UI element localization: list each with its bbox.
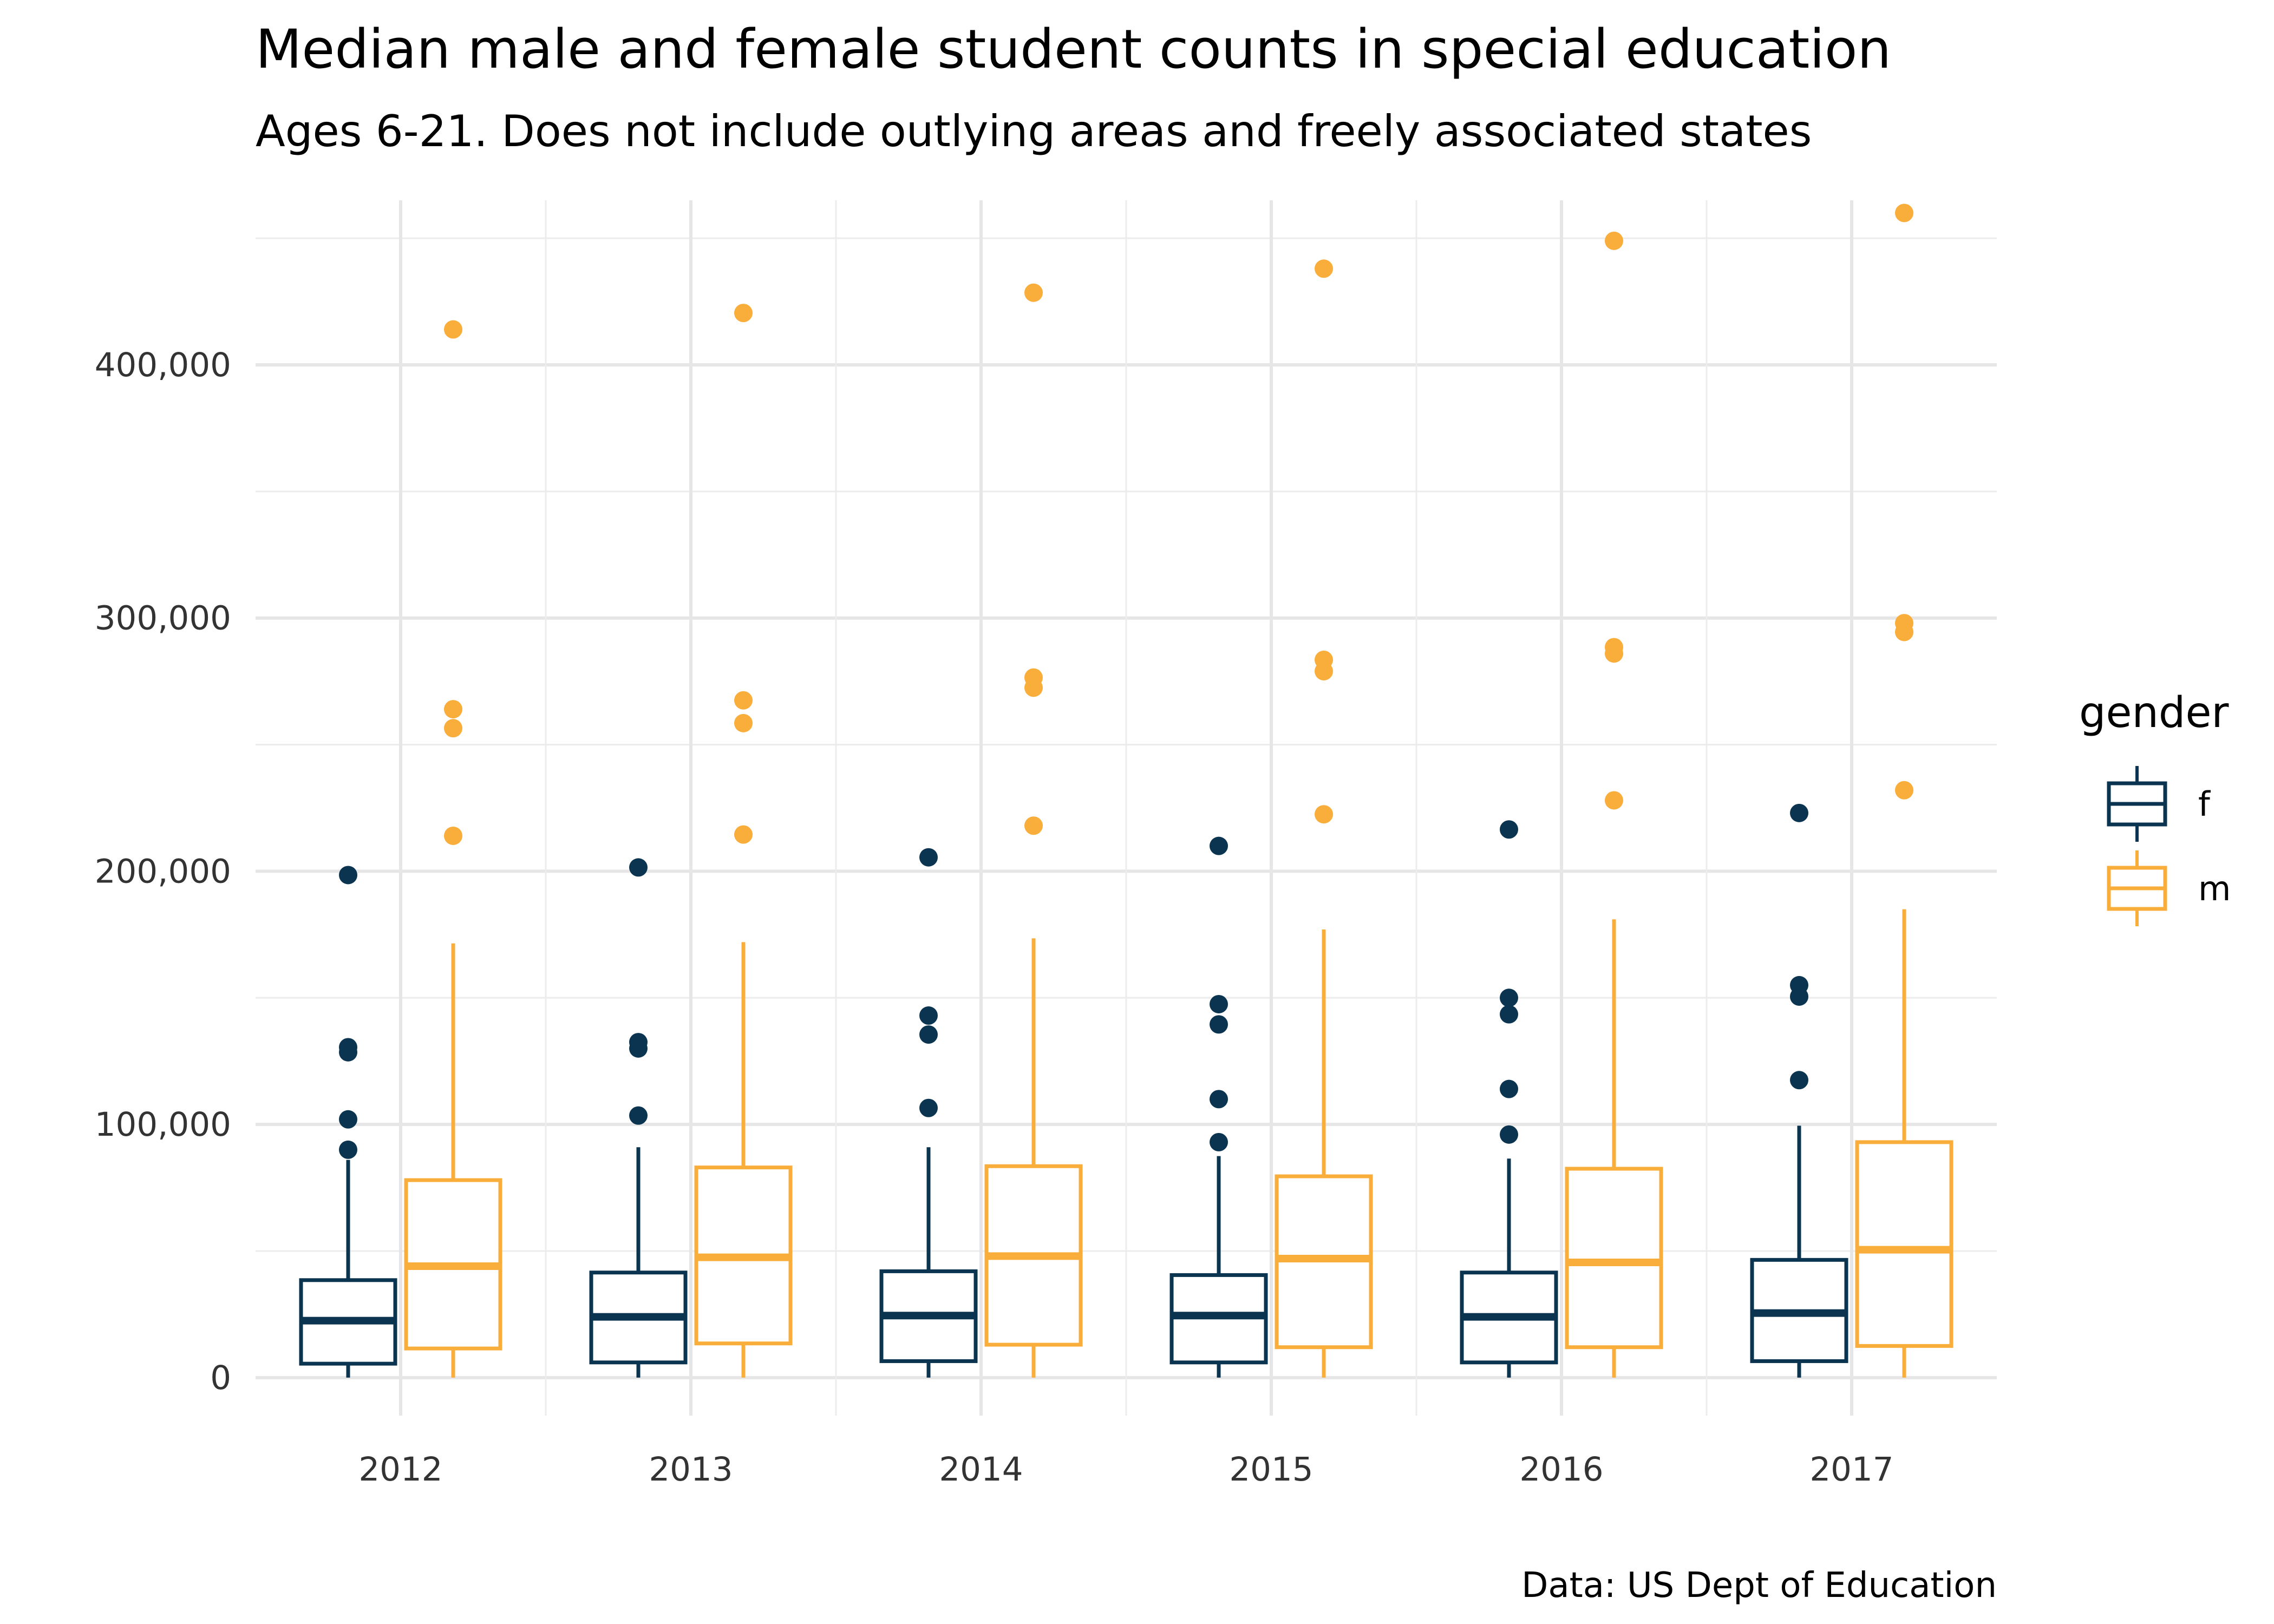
box-f-2016	[1460, 820, 1558, 1378]
outlier-point	[444, 826, 462, 845]
outlier-point	[629, 858, 648, 877]
x-tick-label: 2017	[1809, 1450, 1893, 1489]
outlier-point	[1500, 988, 1518, 1007]
outlier-point	[1315, 650, 1333, 669]
y-tick-label: 300,000	[95, 599, 231, 638]
outlier-point	[1605, 638, 1623, 657]
outlier-point	[444, 320, 462, 339]
outlier-point	[629, 1106, 648, 1125]
x-tick-label: 2012	[358, 1450, 442, 1489]
outlier-point	[1210, 1132, 1228, 1151]
legend-label: m	[2198, 869, 2231, 908]
outlier-point	[1024, 283, 1043, 302]
y-tick-label: 400,000	[95, 346, 231, 384]
outlier-point	[1500, 1125, 1518, 1144]
box-m-2017	[1855, 204, 1953, 1378]
box-m-2016	[1565, 231, 1663, 1378]
outlier-point	[444, 700, 462, 719]
outlier-point	[1605, 791, 1623, 810]
x-tick-label: 2014	[939, 1450, 1023, 1489]
outlier-point	[339, 1038, 357, 1057]
x-tick-label: 2016	[1519, 1450, 1603, 1489]
legend-item-f: f	[2107, 766, 2211, 842]
outlier-point	[1024, 816, 1043, 835]
outlier-point	[1500, 820, 1518, 839]
outlier-point	[1500, 1005, 1518, 1024]
box-layer	[299, 204, 1953, 1378]
outlier-point	[1315, 805, 1333, 824]
legend-label: f	[2198, 784, 2211, 824]
outlier-point	[1895, 614, 1913, 633]
outlier-point	[1024, 668, 1043, 687]
box-m-2013	[694, 304, 793, 1378]
legend: gender f m	[2079, 689, 2231, 926]
outlier-point	[1210, 1015, 1228, 1034]
box-iqr	[1855, 1140, 1953, 1348]
outlier-point	[1790, 1071, 1808, 1090]
outlier-point	[339, 1140, 357, 1159]
y-tick-label: 0	[210, 1359, 231, 1397]
x-axis-ticks: 2012 2013 2014 2015 2016 2017	[358, 1450, 1893, 1489]
outlier-point	[1210, 1090, 1228, 1109]
x-tick-label: 2013	[649, 1450, 733, 1489]
outlier-point	[1895, 781, 1913, 800]
outlier-point	[1790, 803, 1808, 822]
legend-title: gender	[2079, 689, 2229, 737]
outlier-point	[734, 691, 753, 710]
grid-lines	[256, 200, 1997, 1416]
box-f-2013	[589, 858, 688, 1378]
outlier-point	[734, 713, 753, 732]
outlier-point	[1315, 259, 1333, 278]
legend-item-m: m	[2107, 850, 2231, 926]
box-m-2012	[404, 320, 502, 1378]
outlier-point	[1790, 975, 1808, 994]
outlier-point	[919, 848, 938, 867]
outlier-point	[339, 866, 357, 885]
chart-caption: Data: US Dept of Education	[1521, 1566, 1997, 1606]
y-tick-label: 200,000	[95, 852, 231, 890]
outlier-point	[734, 304, 753, 323]
box-m-2015	[1275, 259, 1373, 1378]
chart-title: Median male and female student counts in…	[256, 18, 1891, 81]
box-f-2014	[879, 848, 978, 1378]
outlier-point	[1605, 231, 1623, 250]
outlier-point	[919, 1006, 938, 1025]
box-iqr	[1565, 1167, 1663, 1350]
outlier-point	[919, 1098, 938, 1117]
outlier-point	[1210, 836, 1228, 855]
outlier-point	[339, 1110, 357, 1129]
box-f-2015	[1169, 836, 1268, 1378]
box-f-2017	[1750, 803, 1848, 1378]
outlier-point	[919, 1025, 938, 1044]
outlier-point	[1500, 1079, 1518, 1098]
outlier-point	[444, 719, 462, 738]
box-f-2012	[299, 866, 397, 1378]
chart-subtitle: Ages 6-21. Does not include outlying are…	[256, 106, 1812, 156]
y-axis-ticks: 0 100,000 200,000 300,000 400,000	[95, 346, 231, 1397]
box-m-2014	[984, 283, 1083, 1378]
outlier-point	[629, 1033, 648, 1052]
y-tick-label: 100,000	[95, 1105, 231, 1144]
outlier-point	[1210, 994, 1228, 1013]
outlier-point	[1895, 204, 1913, 222]
x-tick-label: 2015	[1229, 1450, 1313, 1489]
outlier-point	[734, 825, 753, 844]
